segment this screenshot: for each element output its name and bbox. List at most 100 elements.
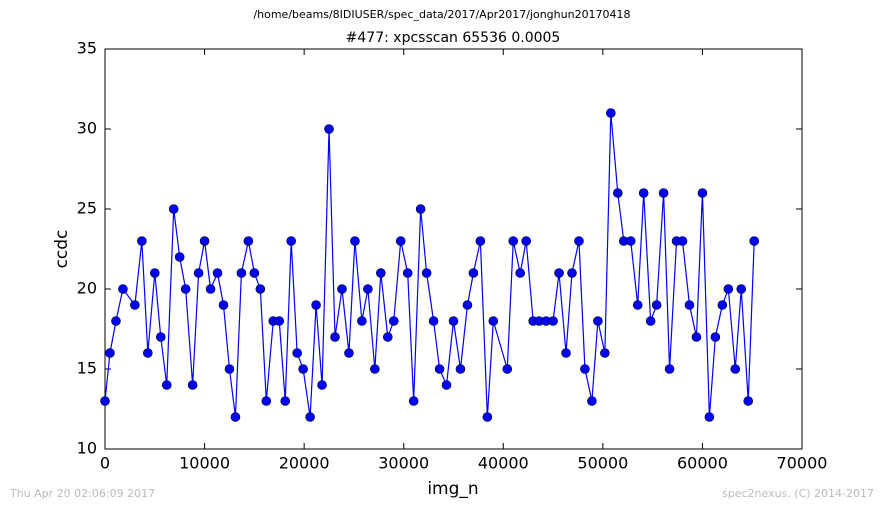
point — [723, 284, 734, 294]
point — [274, 316, 285, 326]
point — [730, 364, 741, 374]
point — [187, 380, 198, 390]
point — [199, 236, 210, 246]
point — [421, 268, 432, 278]
point — [651, 300, 662, 310]
point — [174, 252, 185, 262]
point — [455, 364, 466, 374]
point — [612, 188, 623, 198]
point — [261, 396, 272, 406]
point — [382, 332, 393, 342]
point — [502, 364, 513, 374]
point — [212, 268, 223, 278]
x-tick-label: 0 — [100, 454, 110, 473]
point — [482, 412, 493, 422]
point — [664, 364, 675, 374]
point — [149, 268, 160, 278]
point — [324, 124, 334, 134]
plot-frame — [104, 48, 803, 450]
point — [434, 364, 445, 374]
point — [749, 236, 760, 246]
point — [311, 300, 321, 310]
point — [580, 364, 590, 374]
y-tick-label: 30 — [77, 119, 97, 138]
point — [292, 348, 302, 358]
point — [388, 316, 399, 326]
point — [105, 348, 115, 358]
point — [218, 300, 229, 310]
point — [448, 316, 459, 326]
point — [100, 396, 110, 406]
series-line — [104, 112, 755, 418]
x-tick-label: 60000 — [677, 454, 728, 473]
y-tick-label: 10 — [77, 439, 97, 458]
point — [574, 236, 584, 246]
point — [593, 316, 603, 326]
point — [344, 348, 354, 358]
x-axis-label: img_n — [427, 479, 478, 499]
point — [606, 108, 616, 118]
point — [554, 268, 564, 278]
point — [428, 316, 439, 326]
point — [658, 188, 669, 198]
point — [111, 316, 121, 326]
point — [193, 268, 204, 278]
point — [632, 300, 643, 310]
point — [305, 412, 315, 422]
point — [168, 204, 179, 214]
y-tick-label: 25 — [77, 199, 97, 218]
point — [236, 268, 247, 278]
y-tick-label: 20 — [77, 279, 97, 298]
timestamp: Thu Apr 20 02:06:09 2017 — [9, 487, 155, 500]
point — [488, 316, 499, 326]
point — [717, 300, 728, 310]
point — [255, 284, 266, 294]
point — [515, 268, 526, 278]
point — [704, 412, 715, 422]
credit: spec2nexus, (C) 2014-2017 — [722, 487, 874, 500]
point — [508, 236, 519, 246]
y-axis-label: ccdc — [52, 230, 72, 269]
point — [441, 380, 452, 390]
point — [710, 332, 721, 342]
suptitle: /home/beams/8IDIUSER/spec_data/2017/Apr2… — [253, 8, 630, 21]
point — [370, 364, 380, 374]
x-tick-label: 10000 — [179, 454, 230, 473]
point — [243, 236, 254, 246]
point — [118, 284, 128, 294]
point — [155, 332, 166, 342]
chart-title: #477: xpcsscan 65536 0.0005 — [346, 30, 561, 46]
point — [625, 236, 636, 246]
point — [395, 236, 406, 246]
x-tick-label: 40000 — [478, 454, 529, 473]
point — [645, 316, 656, 326]
point — [137, 236, 147, 246]
point — [408, 396, 419, 406]
point — [548, 316, 558, 326]
x-tick-label: 30000 — [378, 454, 429, 473]
point — [587, 396, 597, 406]
point — [638, 188, 649, 198]
point — [415, 204, 426, 214]
point — [230, 412, 241, 422]
point — [600, 348, 610, 358]
point — [286, 236, 296, 246]
point — [468, 268, 479, 278]
point — [697, 188, 708, 198]
point — [402, 268, 413, 278]
point — [561, 348, 571, 358]
point — [330, 332, 340, 342]
point — [677, 236, 688, 246]
point — [691, 332, 702, 342]
point — [280, 396, 291, 406]
point — [363, 284, 373, 294]
point — [180, 284, 191, 294]
x-tick-label: 20000 — [279, 454, 330, 473]
point — [143, 348, 153, 358]
point — [130, 300, 140, 310]
point — [376, 268, 386, 278]
point — [521, 236, 531, 246]
point — [317, 380, 327, 390]
point — [684, 300, 695, 310]
